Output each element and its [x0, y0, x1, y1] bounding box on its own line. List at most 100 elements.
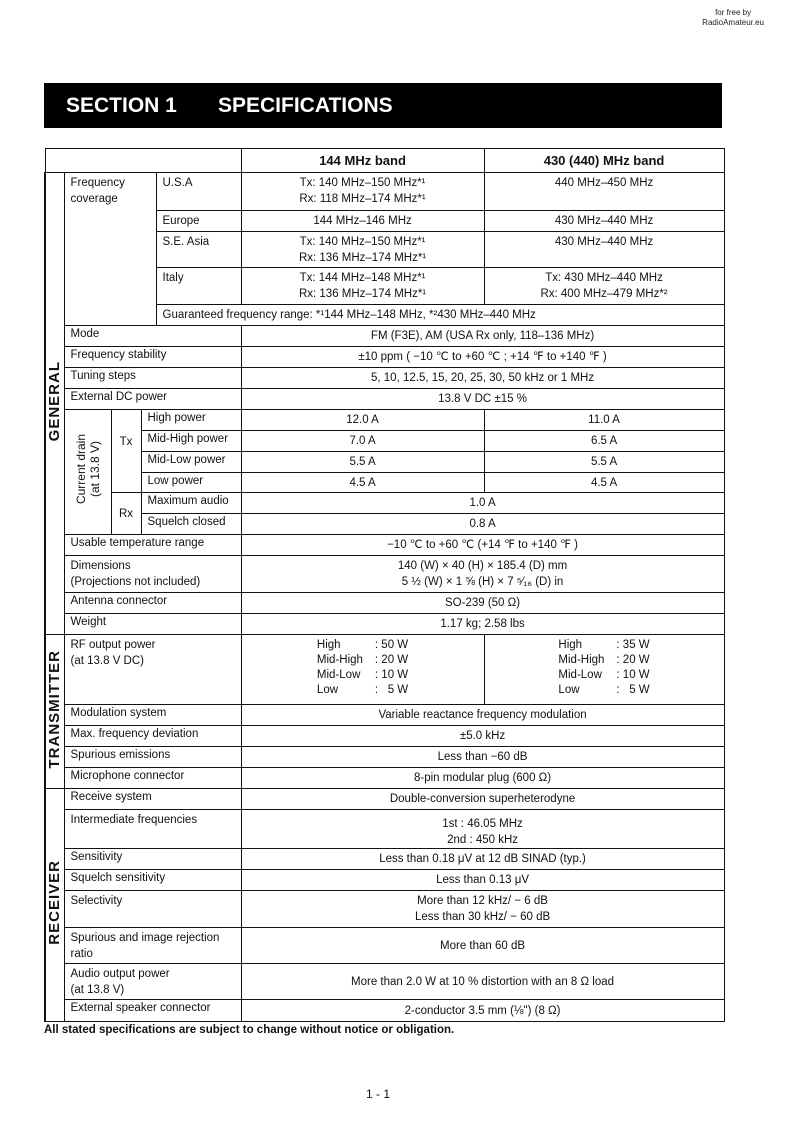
- section-transmitter: TRANSMITTER: [44, 634, 65, 789]
- row-label: Max. frequency deviation: [63, 725, 242, 747]
- row-value: 2-conductor 3.5 mm (⅛") (8 Ω): [240, 999, 725, 1022]
- rx-label: Rx: [110, 492, 142, 535]
- tx-label: Tx: [110, 409, 142, 493]
- value-430: 440 MHz–450 MHz: [483, 172, 725, 211]
- power-level: Mid-High: [316, 654, 363, 666]
- row-label: Intermediate frequencies: [63, 809, 242, 849]
- power-level: Low: [316, 684, 339, 696]
- row-label: External DC power: [63, 388, 242, 410]
- table-row: Audio output power (at 13.8 V) More than…: [45, 963, 725, 1000]
- section-number: SECTION 1: [66, 93, 177, 117]
- row-value: ±5.0 kHz: [240, 725, 725, 747]
- value-144: Tx: 140 MHz–150 MHz*¹ Rx: 118 MHz–174 MH…: [240, 172, 485, 211]
- row-value: −10 ℃ to +60 ℃ (+14 ℉ to +140 ℉ ): [240, 534, 725, 556]
- guaranteed-range: Guaranteed frequency range: *¹144 MHz–14…: [155, 304, 725, 326]
- section-title: SPECIFICATIONS: [218, 93, 393, 117]
- power-level: Mid-Low: [558, 669, 602, 681]
- table-row: Mode FM (F3E), AM (USA Rx only, 118–136 …: [45, 325, 725, 347]
- power-level: High: [558, 639, 583, 651]
- row-value: 13.8 V DC ±15 %: [240, 388, 725, 410]
- row-value: Less than 0.18 μV at 12 dB SINAD (typ.): [240, 848, 725, 870]
- row-label: External speaker connector: [63, 999, 242, 1022]
- header-144: 144 MHz band: [240, 148, 485, 173]
- value-144: 5.5 A: [240, 451, 485, 473]
- rf-output-430: High: 35 W Mid-High: 20 W Mid-Low: 10 W …: [483, 634, 725, 705]
- row-value: 0.8 A: [240, 513, 725, 535]
- row-label: Microphone connector: [63, 767, 242, 789]
- row-label: Dimensions (Projections not included): [63, 555, 242, 593]
- row-value: ±10 ppm ( −10 ℃ to +60 ℃ ; +14 ℉ to +140…: [240, 346, 725, 368]
- table-row: Frequency stability ±10 ppm ( −10 ℃ to +…: [45, 346, 725, 368]
- row-label: Receive system: [63, 788, 242, 810]
- row-label: Frequency stability: [63, 346, 242, 368]
- row-label: High power: [140, 409, 242, 431]
- power-value: : 35 W: [616, 639, 650, 651]
- current-drain-label: Current drain (at 13.8 V): [63, 409, 112, 535]
- section-title-bar: SECTION 1 SPECIFICATIONS: [44, 83, 722, 128]
- table-row: Spurious and image rejection ratio More …: [45, 927, 725, 964]
- section-label: TRANSMITTER: [45, 649, 63, 769]
- header-row: 144 MHz band 430 (440) MHz band: [44, 148, 725, 173]
- row-value: 1.0 A: [240, 492, 725, 514]
- row-label: Squelch closed: [140, 513, 242, 535]
- power-value: : 10 W: [616, 669, 650, 681]
- row-value: More than 2.0 W at 10 % distortion with …: [240, 963, 725, 1000]
- table-row: Mid-Low power 5.5 A 5.5 A: [45, 451, 725, 473]
- table-row: Weight 1.17 kg; 2.58 lbs: [45, 613, 725, 635]
- table-row: Low power 4.5 A 4.5 A: [45, 472, 725, 493]
- value-430: 6.5 A: [483, 430, 725, 452]
- region-label: Europe: [155, 210, 242, 232]
- table-row: Italy Tx: 144 MHz–148 MHz*¹ Rx: 136 MHz–…: [45, 267, 725, 305]
- header-430: 430 (440) MHz band: [483, 148, 725, 173]
- row-label: Tuning steps: [63, 367, 242, 389]
- power-level: Mid-Low: [316, 669, 361, 681]
- row-value: 1.17 kg; 2.58 lbs: [240, 613, 725, 635]
- table-row: Tuning steps 5, 10, 12.5, 15, 20, 25, 30…: [45, 367, 725, 389]
- region-label: Italy: [155, 267, 242, 305]
- row-label: Selectivity: [63, 890, 242, 928]
- value-430: 11.0 A: [483, 409, 725, 431]
- rf-output-144: High: 50 W Mid-High: 20 W Mid-Low: 10 W …: [240, 634, 485, 705]
- row-label: RF output power (at 13.8 V DC): [63, 634, 242, 705]
- row-label: Mid-High power: [140, 430, 242, 452]
- section-receiver: RECEIVER: [44, 788, 65, 1022]
- value-430: 430 MHz–440 MHz: [483, 210, 725, 232]
- value-144: 4.5 A: [240, 472, 485, 493]
- table-row: TRANSMITTER RF output power (at 13.8 V D…: [44, 634, 725, 789]
- table-row: Selectivity More than 12 kHz/ − 6 dB Les…: [45, 890, 725, 928]
- row-label: Usable temperature range: [63, 534, 242, 556]
- row-label: Audio output power (at 13.8 V): [63, 963, 242, 1000]
- power-level: Mid-High: [558, 654, 605, 666]
- table-row: Rx Maximum audio 1.0 A: [45, 492, 725, 535]
- row-value: 8-pin modular plug (600 Ω): [240, 767, 725, 789]
- value-430: 430 MHz–440 MHz: [483, 231, 725, 268]
- power-value: : 50 W: [374, 639, 409, 651]
- watermark: for free by RadioAmateur.eu: [702, 8, 764, 27]
- row-label: Sensitivity: [63, 848, 242, 870]
- table-row: Microphone connector 8-pin modular plug …: [45, 767, 725, 789]
- power-value: : 10 W: [374, 669, 409, 681]
- value-144: 7.0 A: [240, 430, 485, 452]
- power-value: : 5 W: [616, 684, 650, 696]
- region-label: S.E. Asia: [155, 231, 242, 268]
- value-144: Tx: 140 MHz–150 MHz*¹ Rx: 136 MHz–174 MH…: [240, 231, 485, 268]
- row-label: Mid-Low power: [140, 451, 242, 473]
- power-value: : 20 W: [616, 654, 650, 666]
- power-level: High: [316, 639, 341, 651]
- table-row: RECEIVER Receive system Double-conversio…: [44, 788, 725, 1022]
- table-row: GENERAL Frequency coverage U.S.A Tx: 140…: [44, 172, 725, 635]
- value-144: 144 MHz–146 MHz: [240, 210, 485, 232]
- power-value: : 5 W: [374, 684, 409, 696]
- section-general: GENERAL: [44, 172, 65, 635]
- page-number: 1 - 1: [366, 1087, 391, 1101]
- row-label: Low power: [140, 472, 242, 493]
- value-144: 12.0 A: [240, 409, 485, 431]
- row-value: 140 (W) × 40 (H) × 185.4 (D) mm 5 ½ (W) …: [240, 555, 725, 593]
- power-value: : 20 W: [374, 654, 409, 666]
- table-row: Sensitivity Less than 0.18 μV at 12 dB S…: [45, 848, 725, 870]
- freq-coverage-label: Frequency coverage: [63, 172, 157, 326]
- row-value: More than 60 dB: [240, 927, 725, 964]
- table-row: Modulation system Variable reactance fre…: [45, 704, 725, 726]
- power-level: Low: [558, 684, 580, 696]
- current-drain-text: Current drain (at 13.8 V): [73, 434, 102, 505]
